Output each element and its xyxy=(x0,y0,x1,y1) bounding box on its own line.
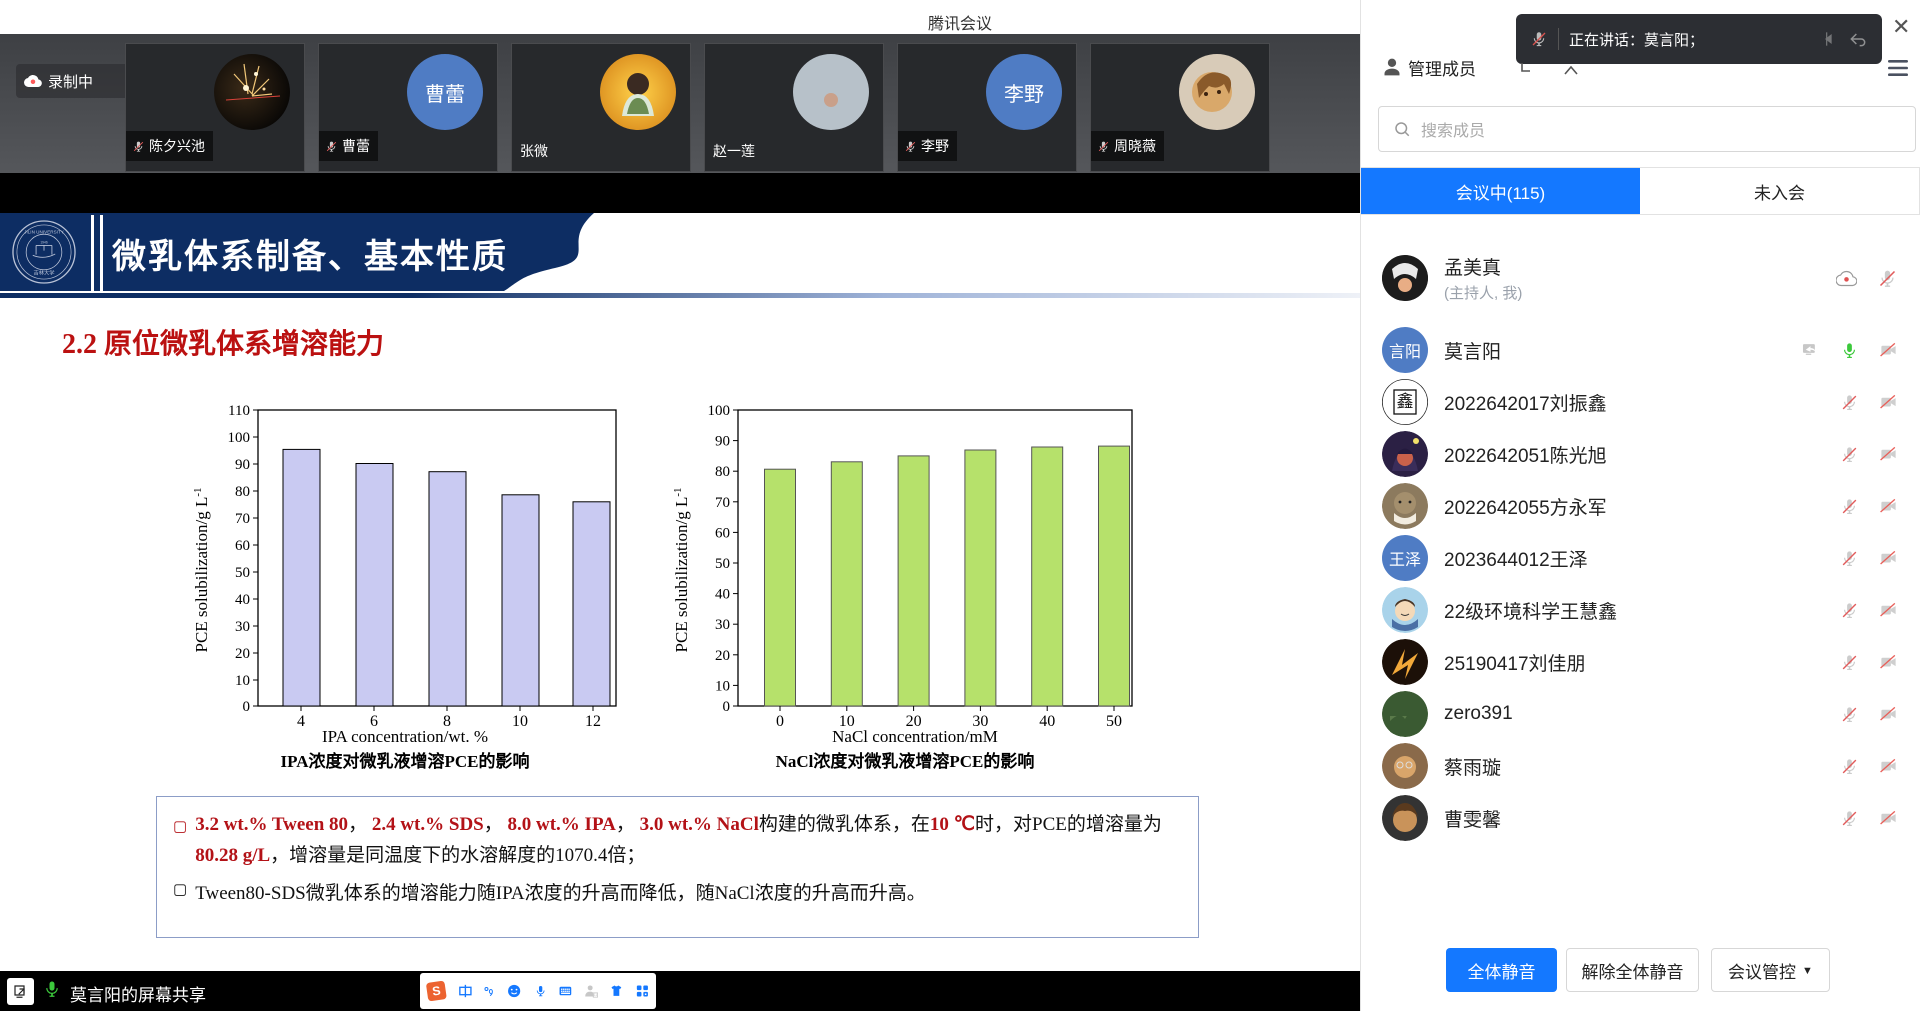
svg-text:60: 60 xyxy=(235,538,250,554)
svg-text:30: 30 xyxy=(235,619,250,635)
svg-text:PCE solubilization/g L-1: PCE solubilization/g L-1 xyxy=(672,487,691,652)
svg-text:0: 0 xyxy=(723,699,731,715)
svg-text:PCE solubilization/g L-1: PCE solubilization/g L-1 xyxy=(192,487,211,652)
svg-text:40: 40 xyxy=(715,587,730,603)
svg-text:30: 30 xyxy=(715,617,730,633)
svg-text:100: 100 xyxy=(708,403,731,419)
svg-text:11: 11 xyxy=(593,993,597,997)
svg-text:70: 70 xyxy=(235,511,250,527)
svg-text:80: 80 xyxy=(715,464,730,480)
svg-text:40: 40 xyxy=(235,592,250,608)
svg-text:80: 80 xyxy=(235,484,250,500)
svg-text:10: 10 xyxy=(235,673,250,689)
svg-text:50: 50 xyxy=(1106,713,1122,730)
svg-text:12: 12 xyxy=(585,713,601,730)
svg-text:0: 0 xyxy=(776,713,784,730)
svg-text:鑫: 鑫 xyxy=(1397,392,1414,411)
svg-text:60: 60 xyxy=(715,525,730,541)
svg-text:10: 10 xyxy=(715,678,730,694)
svg-text:20: 20 xyxy=(715,648,730,664)
svg-text:10: 10 xyxy=(512,713,528,730)
svg-text:90: 90 xyxy=(715,434,730,450)
svg-text:50: 50 xyxy=(235,565,250,581)
svg-text:70: 70 xyxy=(715,495,730,511)
svg-text:100: 100 xyxy=(228,430,251,446)
svg-text:40: 40 xyxy=(1039,713,1055,730)
svg-text:JILIN UNIVERSITY: JILIN UNIVERSITY xyxy=(24,230,64,235)
svg-text:0: 0 xyxy=(243,699,251,715)
svg-text:110: 110 xyxy=(228,403,250,419)
svg-text:90: 90 xyxy=(235,457,250,473)
svg-text:20: 20 xyxy=(235,646,250,662)
svg-text:50: 50 xyxy=(715,556,730,572)
svg-text:4: 4 xyxy=(297,713,305,730)
svg-text:1946: 1946 xyxy=(40,240,48,244)
